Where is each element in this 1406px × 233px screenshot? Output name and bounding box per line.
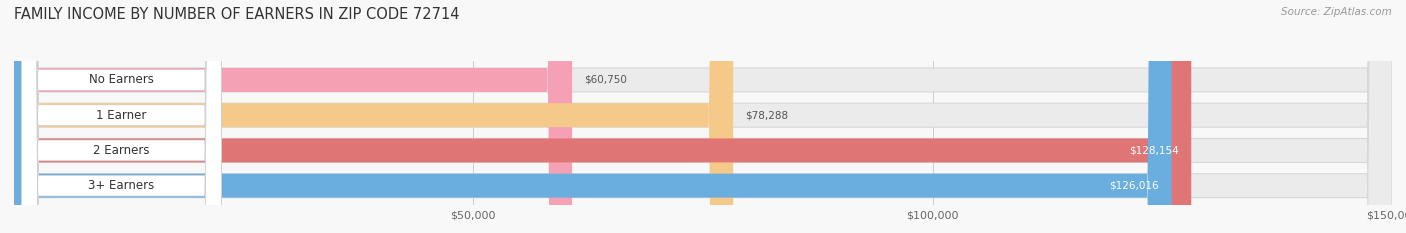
FancyBboxPatch shape [14,0,733,233]
FancyBboxPatch shape [14,0,1171,233]
Text: No Earners: No Earners [89,73,153,86]
Text: FAMILY INCOME BY NUMBER OF EARNERS IN ZIP CODE 72714: FAMILY INCOME BY NUMBER OF EARNERS IN ZI… [14,7,460,22]
Text: 2 Earners: 2 Earners [93,144,149,157]
FancyBboxPatch shape [21,0,221,233]
FancyBboxPatch shape [21,0,221,233]
FancyBboxPatch shape [21,0,221,233]
FancyBboxPatch shape [14,0,1392,233]
Text: $128,154: $128,154 [1129,145,1178,155]
Text: Source: ZipAtlas.com: Source: ZipAtlas.com [1281,7,1392,17]
FancyBboxPatch shape [14,0,1191,233]
FancyBboxPatch shape [14,0,572,233]
FancyBboxPatch shape [14,0,1392,233]
Text: $78,288: $78,288 [745,110,789,120]
Text: 3+ Earners: 3+ Earners [89,179,155,192]
FancyBboxPatch shape [14,0,1392,233]
Text: $126,016: $126,016 [1109,181,1159,191]
FancyBboxPatch shape [14,0,1392,233]
FancyBboxPatch shape [21,0,221,233]
Text: 1 Earner: 1 Earner [96,109,146,122]
Text: $60,750: $60,750 [585,75,627,85]
